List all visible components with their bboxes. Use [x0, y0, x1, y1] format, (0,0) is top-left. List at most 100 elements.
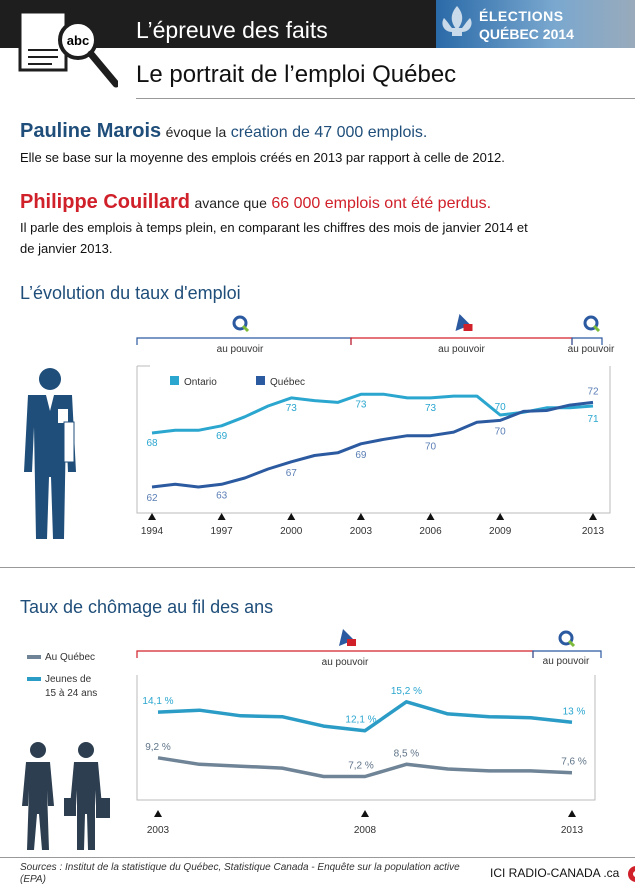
- chart1-tick-marker-1: [217, 513, 226, 520]
- employment-chart: au pouvoir au pouvoir au pouvoir Ontario Qué…: [136, 314, 615, 537]
- chart1-data-label-0-4: 73: [425, 403, 437, 414]
- chart1-tick-marker-4: [426, 513, 435, 520]
- chart1-tick-marker-0: [148, 513, 156, 520]
- workers-icon: [22, 742, 110, 850]
- claim1: Pauline Marois évoque la création de 47 …: [20, 120, 427, 143]
- chart2-period-bracket-1: [532, 650, 602, 658]
- chart1-frame: [136, 366, 611, 514]
- chart1-data-label-1-4: 70: [425, 442, 437, 453]
- chart1-period-logo-1-flag: [463, 324, 473, 331]
- badge-line2: QUÉBEC 2014: [479, 26, 574, 42]
- chart2-tick-label-1: 2008: [354, 825, 377, 836]
- chart1-title: L’évolution du taux d'emploi: [20, 283, 241, 303]
- chart2-frame: [136, 675, 596, 801]
- chart2-period-logo-1: [558, 630, 574, 646]
- chart1-data-label-1-5: 70: [495, 426, 507, 437]
- claim2: Philippe Couillard avance que 66 000 emp…: [20, 191, 491, 214]
- chart1-data-label-1-6: 72: [587, 386, 599, 397]
- chart1-legend-label-1: Québec: [270, 377, 305, 388]
- header-title: L’épreuve des faits: [136, 17, 328, 43]
- chart2-data-label-0-2: 15,2 %: [391, 686, 422, 697]
- claim1-claim: création de 47 000 emplois.: [230, 124, 428, 141]
- chart1-tick-marker-3: [356, 513, 365, 520]
- chart1-data-label-1-1: 63: [216, 490, 228, 501]
- chart2-tick-label-2: 2013: [561, 825, 584, 836]
- chart2-legend-label-1b: 15 à 24 ans: [45, 688, 97, 699]
- chart2-tick-marker-1: [361, 810, 369, 817]
- chart2-tick-marker-2: [568, 810, 576, 817]
- chart1-tick-label-6: 2013: [582, 526, 605, 537]
- claim2-verb: avance que: [194, 195, 267, 211]
- elections-badge: ÉLECTIONS QUÉBEC 2014: [436, 0, 635, 48]
- claim2-claim: 66 000 emplois ont été perdus.: [271, 195, 492, 212]
- chart1-period-label-1: au pouvoir: [438, 344, 485, 355]
- chart1-data-label-0-6: 71: [587, 414, 599, 425]
- chart1-tick-label-2: 2000: [280, 526, 303, 537]
- chart1-data-label-0-1: 69: [216, 431, 228, 442]
- chart1-tick-label-3: 2003: [350, 526, 373, 537]
- chart2-period-logo-1-tail: [567, 639, 576, 648]
- chart2-data-label-0-3: 13 %: [563, 706, 586, 717]
- chart1-period-label-0: au pouvoir: [217, 344, 264, 355]
- chart1-series-line-0: [151, 392, 594, 435]
- chart1-period-bracket-2: [571, 337, 603, 345]
- chart2-data-label-0-1: 12,1 %: [345, 715, 376, 726]
- chart2-period-label-0: au pouvoir: [322, 657, 369, 668]
- chart1-data-label-0-3: 73: [355, 399, 367, 410]
- chart1-period-logo-2-tail: [592, 324, 601, 333]
- businessman-icon: [24, 368, 76, 539]
- chart2-tick-label-0: 2003: [147, 825, 170, 836]
- chart1-period-logo-2: [583, 315, 599, 331]
- chart2-data-label-1-1: 7,2 %: [348, 760, 374, 771]
- unemployment-chart: au pouvoir au pouvoir Au Québec Jeunes de 15…: [27, 629, 602, 836]
- chart2-legend-label-0: Au Québec: [45, 652, 95, 663]
- chart2-data-label-1-0: 9,2 %: [145, 742, 171, 753]
- chart1-tick-marker-5: [496, 513, 505, 520]
- chart1-period-label-2: au pouvoir: [568, 344, 615, 355]
- chart2-title: Taux de chômage au fil des ans: [20, 597, 274, 617]
- chart2-legend-swatch-0: [27, 655, 41, 659]
- chart2-series-line-0: [157, 700, 573, 733]
- chart1-data-label-1-0: 62: [146, 493, 158, 504]
- chart1-tick-label-5: 2009: [489, 526, 512, 537]
- page-title: Le portrait de l’emploi Québec: [136, 61, 457, 88]
- chart1-tick-marker-6: [589, 513, 597, 520]
- chart2-data-label-0-0: 14,1 %: [142, 696, 173, 707]
- chart1-legend-swatch-0: [170, 376, 179, 385]
- chart1-data-label-0-5: 70: [495, 402, 507, 413]
- claim2-detail2: de janvier 2013.: [20, 241, 113, 256]
- claim1-detail: Elle se base sur la moyenne des emplois …: [20, 150, 505, 165]
- chart2-series-line-1: [157, 756, 573, 779]
- title-rule: [136, 98, 635, 99]
- chart1-tick-label-1: 1997: [211, 526, 234, 537]
- footer-sources: Sources : Institut de la statistique du …: [20, 862, 460, 885]
- chart2-legend-label-1a: Jeunes de: [45, 674, 92, 685]
- chart2-tick-marker-0: [154, 810, 162, 817]
- chart1-data-label-1-2: 67: [286, 468, 298, 479]
- claim1-name: Pauline Marois: [20, 120, 162, 142]
- chart2-data-label-1-3: 7,6 %: [561, 757, 587, 768]
- chart1-period-logo-0-tail: [241, 324, 250, 333]
- fleur-de-lis-icon: [442, 6, 472, 36]
- radio-canada-icon: [627, 866, 635, 882]
- chart2-period-logo-0-flag: [347, 639, 356, 646]
- chart1-legend-swatch-1: [256, 376, 265, 385]
- claim1-verb: évoque la: [165, 124, 227, 140]
- brand-logo: ICI RADIO-CANADA .ca: [490, 865, 635, 883]
- chart2-data-label-1-2: 8,5 %: [394, 748, 420, 759]
- chart1-tick-marker-2: [287, 513, 296, 520]
- chart1-series-line-1: [151, 400, 594, 489]
- badge-line1: ÉLECTIONS: [479, 8, 564, 24]
- section-divider: [0, 567, 635, 568]
- chart1-tick-label-0: 1994: [141, 526, 164, 537]
- chart1-data-label-1-3: 69: [355, 450, 367, 461]
- document-magnifier-icon: abc: [18, 10, 118, 88]
- claim2-detail1: Il parle des emplois à temps plein, en c…: [20, 220, 528, 235]
- chart1-legend-label-0: Ontario: [184, 377, 217, 388]
- claim2-name: Philippe Couillard: [20, 191, 191, 213]
- chart1-data-label-0-2: 73: [286, 403, 298, 414]
- brand-text: ICI RADIO-CANADA .ca: [490, 866, 620, 881]
- chart1-tick-label-4: 2006: [419, 526, 442, 537]
- chart2-period-logo-0: [339, 629, 354, 646]
- chart1-period-logo-1: [455, 314, 471, 331]
